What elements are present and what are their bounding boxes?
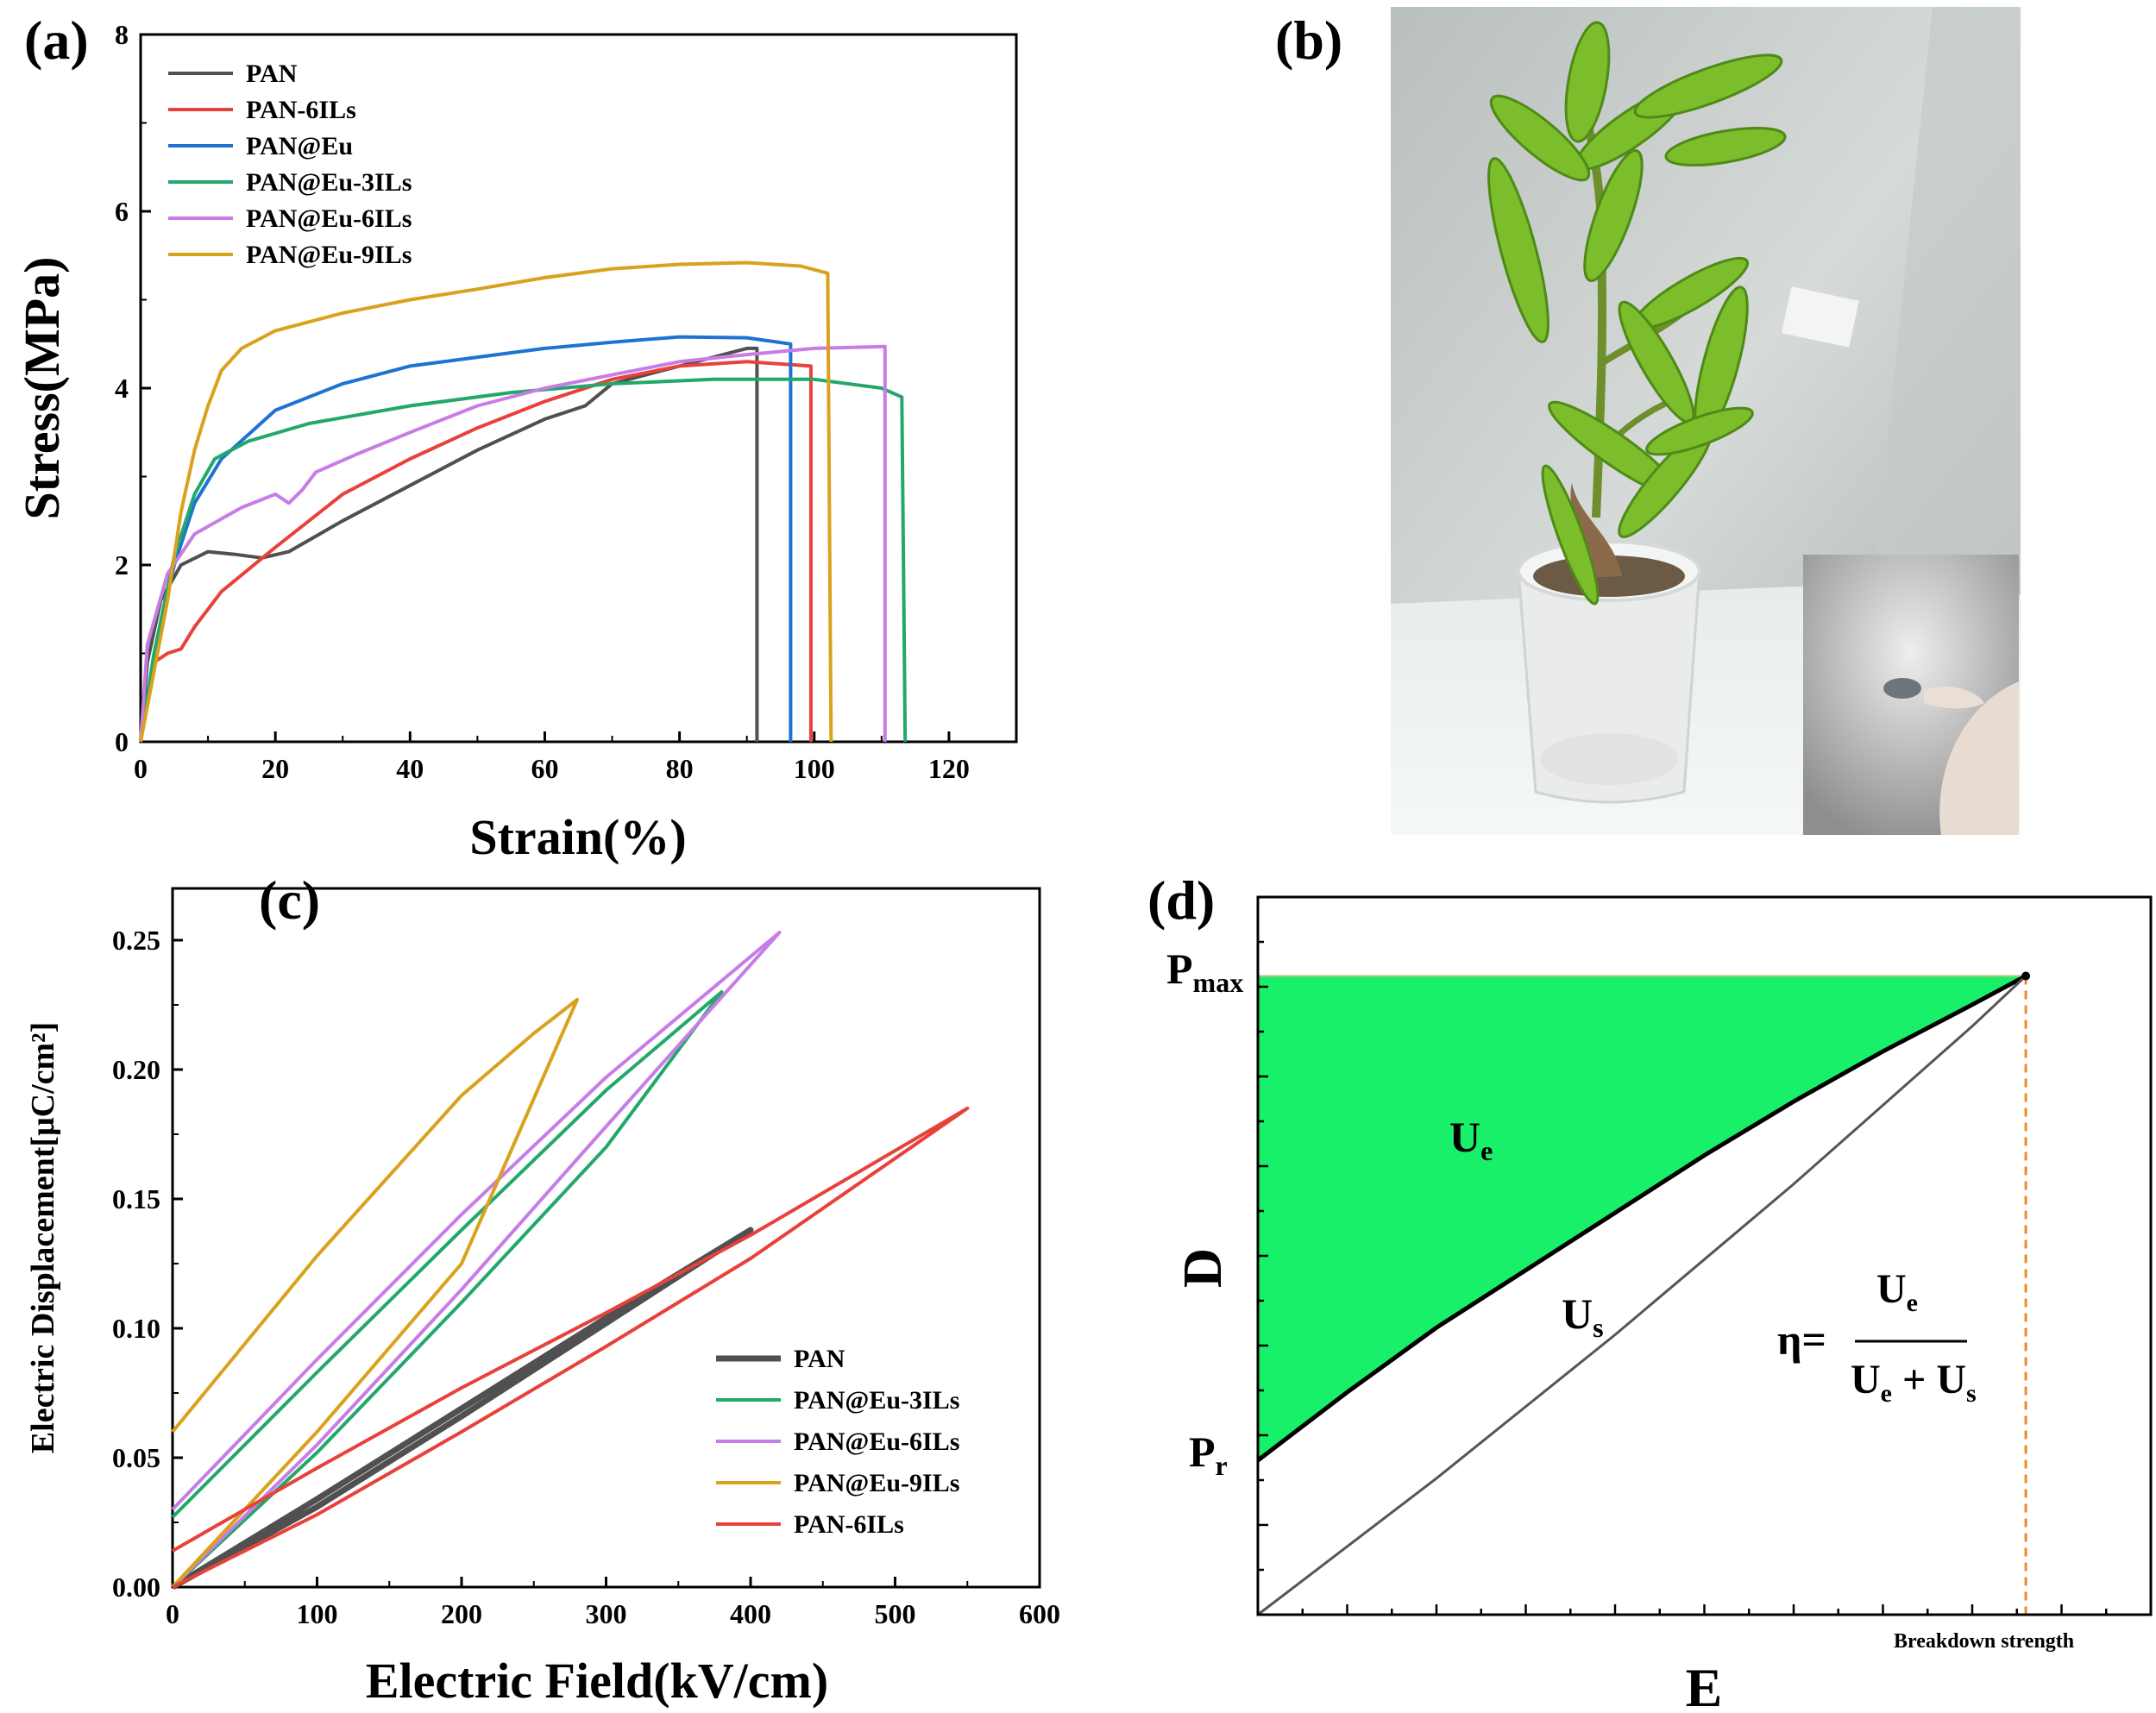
panel-a-ylabel: Stress(MPa) — [14, 257, 70, 520]
eta-symbol: η= — [1777, 1315, 1826, 1364]
legend-label: PAN@Eu-6ILs — [794, 1428, 959, 1456]
p-r-label: Pr — [1189, 1428, 1228, 1481]
legend-label: PAN — [794, 1345, 845, 1373]
panel-d-ticks — [1258, 940, 2108, 1615]
x-tick-label: 20 — [261, 753, 289, 784]
y-tick-label: 2 — [115, 549, 129, 580]
y-tick-label: 0.00 — [112, 1572, 160, 1603]
y-tick-label: 0.10 — [112, 1313, 160, 1344]
panel-c-xlabel: Electric Field(kV/cm) — [366, 1653, 828, 1709]
legend-label: PAN@Eu-9ILs — [246, 241, 412, 269]
series-line-pan-eu-3ils — [171, 990, 724, 1589]
y-tick-label: 4 — [115, 373, 129, 404]
panel-a-ticks: 0 20 40 60 80 100 120 0 2 4 6 8 — [115, 19, 970, 784]
x-tick-label: 0 — [134, 753, 148, 784]
y-tick-label: 0.05 — [112, 1442, 160, 1473]
panel-a-label: (a) — [24, 9, 89, 71]
y-tick-label: 0.25 — [112, 925, 160, 956]
panel-c-legend: PAN PAN@Eu-3ILs PAN@Eu-6ILs PAN@Eu-9ILs PAN-… — [716, 1345, 959, 1539]
series-line-pan-6ils — [139, 360, 813, 743]
series-line-pan-eu-6ils — [171, 931, 782, 1589]
x-tick-label: 60 — [531, 753, 558, 784]
y-tick-label: 0 — [115, 726, 129, 757]
pot-icon — [1517, 540, 1701, 804]
panel-a-series — [139, 260, 908, 743]
discharge-curve — [1256, 974, 2027, 1463]
series-line-pan-eu-9ils — [139, 260, 833, 743]
y-tick-label: 6 — [115, 196, 129, 227]
panel-c-ticks: 0 100 200 300 400 500 600 0.00 0.05 0.10 0.15 0.20 0… — [112, 925, 1060, 1629]
panel-a-legend: PAN PAN-6ILs PAN@Eu PAN@Eu-3ILs PAN@Eu-6ILs P… — [168, 60, 412, 269]
x-tick-label: 500 — [875, 1598, 916, 1629]
series-line-pan-eu — [139, 335, 793, 743]
legend-label: PAN-6ILs — [246, 96, 356, 124]
ue-region — [1258, 976, 2027, 1461]
panel-c-series — [171, 931, 970, 1591]
eta-denominator: Ue + Us — [1851, 1357, 1977, 1408]
plant-icon — [1487, 21, 1859, 606]
breakdown-label: Breakdown strength — [1894, 1630, 2074, 1653]
y-tick-label: 0.15 — [112, 1183, 160, 1214]
eta-numerator: Ue — [1876, 1266, 1918, 1317]
legend-label: PAN@Eu-3ILs — [246, 168, 412, 197]
x-tick-label: 200 — [441, 1598, 482, 1629]
panel-d-xlabel: E — [1686, 1657, 1723, 1713]
panel-c-label: (c) — [259, 869, 320, 931]
legend-label: PAN@Eu — [246, 132, 353, 160]
legend-label: PAN@Eu-6ILs — [246, 204, 412, 233]
glove-icon — [1883, 678, 2019, 835]
x-tick-label: 40 — [396, 753, 424, 784]
breakdown-point — [2021, 971, 2031, 981]
series-line-pan — [171, 1227, 754, 1591]
panel-b-label: (b) — [1275, 9, 1342, 71]
plant-photo — [1391, 7, 2021, 835]
panel-d-label: (d) — [1147, 869, 1215, 931]
series-line-pan-eu-9ils — [171, 998, 579, 1589]
p-max-label: Pmax — [1166, 944, 1243, 998]
panel-c: (c) 0 100 200 300 400 500 6000.000.050.100.150… — [25, 869, 1060, 1709]
legend-label: PAN-6ILs — [794, 1510, 904, 1539]
inset-photo — [1803, 555, 2019, 835]
x-tick-label: 0 — [166, 1598, 179, 1629]
x-tick-label: 400 — [730, 1598, 771, 1629]
panel-c-ylabel: Electric Displacement[μC/cm²] — [25, 1022, 61, 1453]
panel-d: (d) Pmax Pr Ue Us η= Ue Ue + Us Breakdow… — [1147, 869, 2153, 1713]
series-line-pan-6ils — [172, 1107, 970, 1589]
legend-label: PAN@Eu-9ILs — [794, 1469, 959, 1497]
x-tick-label: 300 — [586, 1598, 627, 1629]
y-tick-label: 8 — [115, 19, 129, 50]
x-tick-label: 80 — [666, 753, 694, 784]
panel-d-ylabel: D — [1172, 1248, 1233, 1288]
x-tick-label: 120 — [928, 753, 970, 784]
x-tick-label: 100 — [794, 753, 835, 784]
charge-curve — [1257, 975, 2027, 1616]
x-tick-label: 600 — [1019, 1598, 1060, 1629]
panel-b: (b) — [1275, 7, 2021, 835]
panel-d-plot — [1256, 971, 2031, 1616]
y-tick-label: 0.20 — [112, 1054, 160, 1085]
panel-a-xlabel: Strain(%) — [469, 809, 686, 865]
ue-label: Ue — [1449, 1113, 1493, 1166]
us-label: Us — [1562, 1289, 1604, 1343]
x-tick-label: 100 — [297, 1598, 338, 1629]
series-line-pan — [139, 346, 759, 743]
panel-a: (a) 0 20 40 60 80 100 120 0 2 4 6 8 Strain(%) Stres… — [14, 9, 1018, 865]
legend-label: PAN — [246, 60, 298, 88]
series-line-pan-eu-3ils — [139, 377, 908, 743]
legend-label: PAN@Eu-3ILs — [794, 1386, 959, 1415]
series-line-pan-eu-6ils — [139, 344, 887, 743]
